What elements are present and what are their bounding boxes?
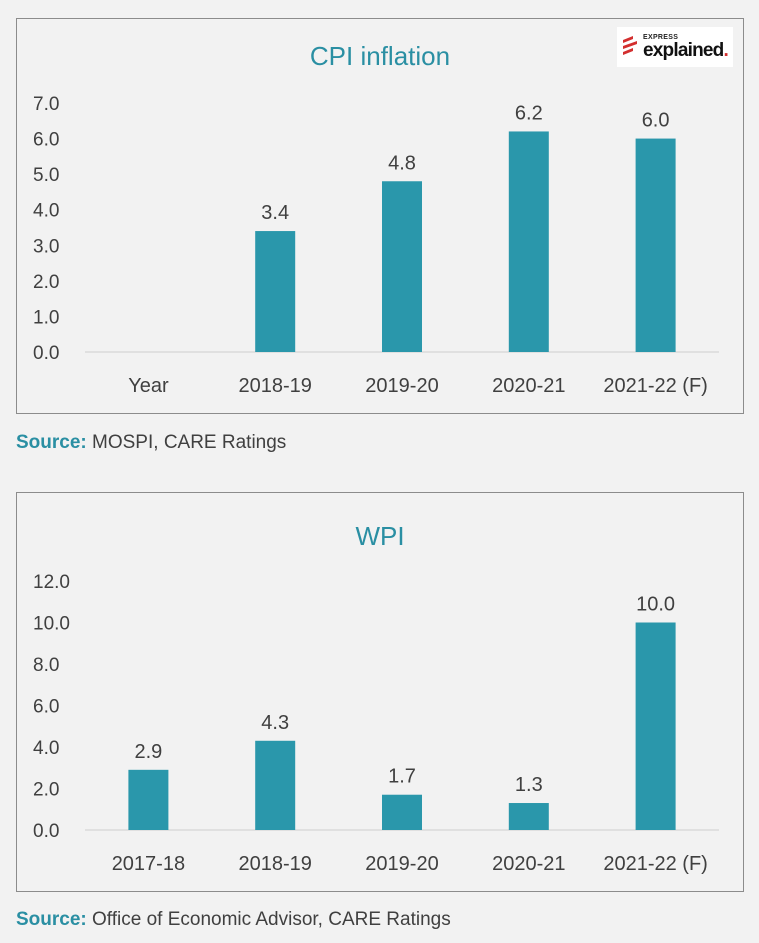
y-tick-label: 0.0 bbox=[33, 343, 59, 364]
y-tick-label: 6.0 bbox=[33, 697, 59, 718]
bar bbox=[382, 181, 422, 352]
x-tick-label: 2020-21 bbox=[492, 853, 565, 875]
y-tick-label: 5.0 bbox=[33, 165, 59, 186]
y-tick-label: 10.0 bbox=[33, 614, 70, 635]
bar bbox=[382, 794, 422, 830]
y-tick-label: 8.0 bbox=[33, 655, 59, 676]
source-label: Source: bbox=[16, 432, 87, 453]
data-label: 6.0 bbox=[642, 110, 670, 132]
y-tick-label: 4.0 bbox=[33, 201, 59, 222]
bar bbox=[635, 622, 676, 830]
wpi-chart-panel: WPI 0.0 2.0 4.0 6.0 8.0 10.0 12.0 2.9 2017-18 4.3… bbox=[16, 492, 744, 892]
data-label: 10.0 bbox=[636, 594, 675, 616]
x-tick-label: 2021-22 (F) bbox=[603, 375, 708, 397]
y-tick-label: 6.0 bbox=[33, 130, 59, 151]
y-tick-label: 3.0 bbox=[33, 236, 59, 257]
source-text: Office of Economic Advisor, CARE Ratings bbox=[86, 909, 451, 930]
y-tick-label: 2.0 bbox=[33, 780, 59, 801]
bar bbox=[508, 131, 549, 352]
source-text: MOSPI, CARE Ratings bbox=[86, 432, 287, 453]
x-tick-label: 2020-21 bbox=[492, 375, 565, 397]
x-tick-label: Year bbox=[128, 375, 169, 397]
chart-title: WPI bbox=[355, 521, 405, 551]
y-tick-label: 4.0 bbox=[33, 738, 59, 759]
data-label: 3.4 bbox=[261, 202, 289, 224]
x-tick-label: 2017-18 bbox=[112, 853, 185, 875]
y-tick-label: 0.0 bbox=[33, 821, 59, 842]
wpi-bar-chart: 0.0 2.0 4.0 6.0 8.0 10.0 12.0 2.9 2017-18 4.3 2018… bbox=[33, 572, 719, 875]
data-label: 4.8 bbox=[388, 152, 416, 174]
x-tick-label: 2018-19 bbox=[238, 375, 311, 397]
wpi-source-note: Source: Office of Economic Advisor, CARE… bbox=[16, 909, 451, 931]
data-label: 2.9 bbox=[134, 741, 162, 763]
x-tick-label: 2018-19 bbox=[238, 853, 311, 875]
data-label: 4.3 bbox=[261, 712, 289, 734]
x-tick-label: 2019-20 bbox=[365, 375, 438, 397]
bar bbox=[508, 803, 549, 830]
data-label: 1.3 bbox=[515, 774, 543, 796]
x-tick-label: 2021-22 (F) bbox=[603, 853, 708, 875]
source-label: Source: bbox=[16, 909, 87, 930]
data-label: 1.7 bbox=[388, 766, 416, 788]
bar bbox=[635, 138, 676, 352]
logo-small-text: EXPRESS bbox=[643, 34, 679, 41]
express-logo-icon bbox=[623, 36, 637, 55]
cpi-source-note: Source: MOSPI, CARE Ratings bbox=[16, 432, 286, 454]
cpi-chart-panel: CPI inflation EXPRESS explained. 0.0 1.0 2… bbox=[16, 18, 744, 414]
bar bbox=[128, 769, 169, 830]
cpi-bar-chart: 0.0 1.0 2.0 3.0 4.0 5.0 6.0 7.0 Year 3.4 2018-19 4.… bbox=[33, 94, 719, 397]
y-tick-label: 7.0 bbox=[33, 94, 59, 115]
chart-title: CPI inflation bbox=[309, 41, 451, 71]
y-tick-label: 2.0 bbox=[33, 272, 59, 293]
data-label: 6.2 bbox=[515, 102, 543, 124]
y-tick-label: 12.0 bbox=[33, 572, 70, 593]
x-tick-label: 2019-20 bbox=[365, 853, 438, 875]
logo-big-text: explained. bbox=[643, 40, 729, 61]
bar bbox=[255, 231, 296, 352]
y-tick-label: 1.0 bbox=[33, 307, 59, 328]
express-explained-logo: EXPRESS explained. bbox=[617, 27, 733, 67]
bar bbox=[255, 740, 296, 830]
